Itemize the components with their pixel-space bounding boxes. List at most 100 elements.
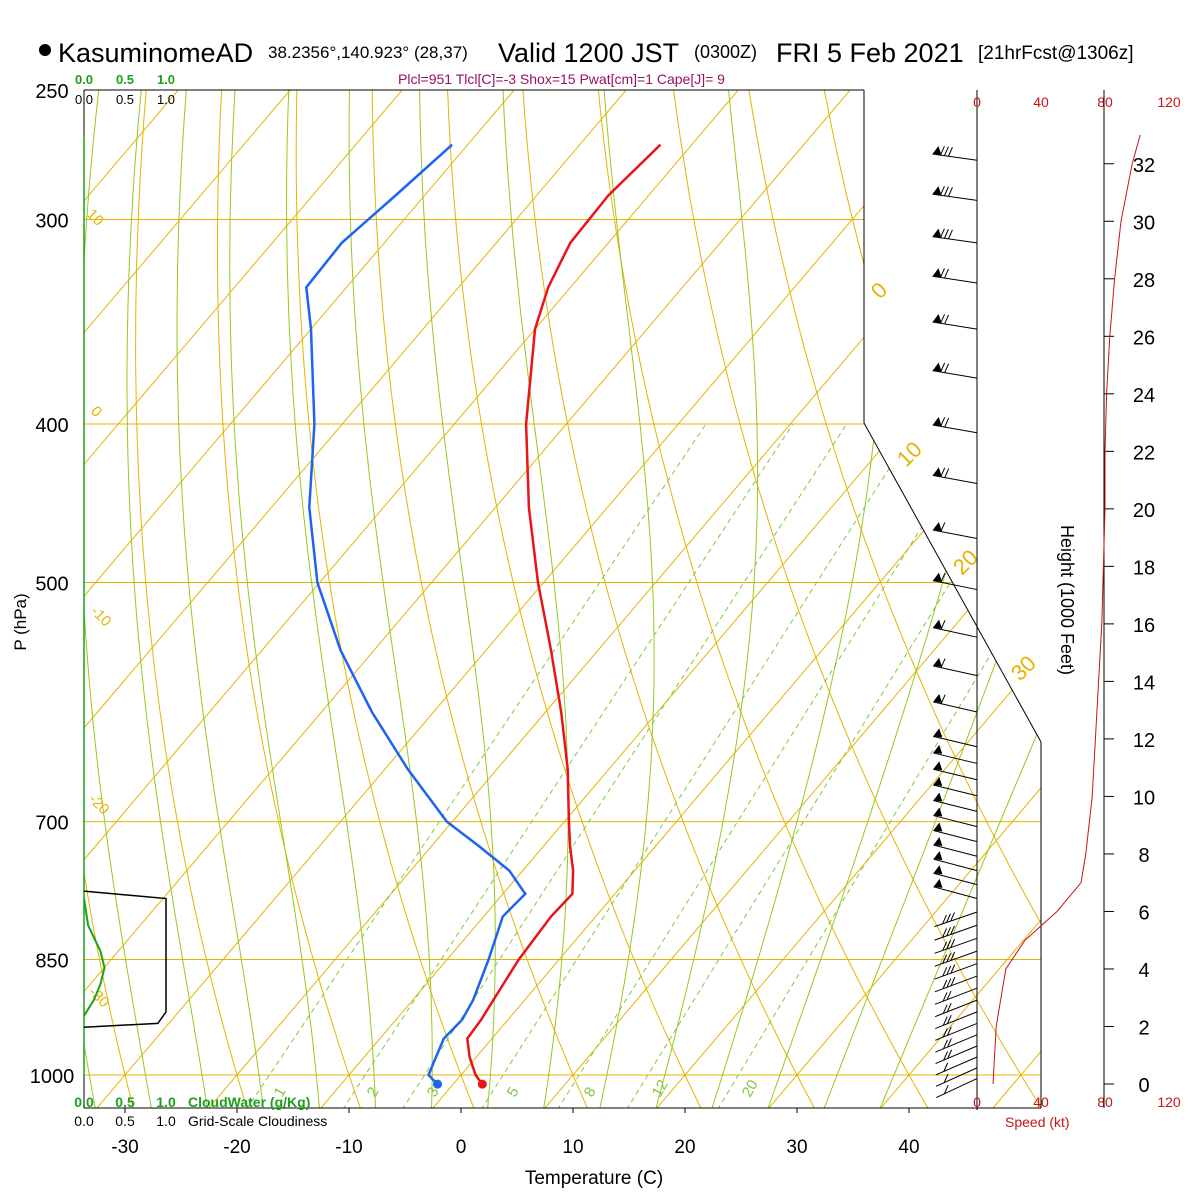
x-tick-label: -30	[111, 1137, 138, 1158]
height-tick-label: 6	[1138, 902, 1149, 924]
dry-adiabat-line	[216, 90, 364, 1108]
wind-barb	[932, 619, 978, 638]
wind-barb-pennant	[933, 878, 943, 888]
wind-barb-feather	[942, 1016, 948, 1026]
isotherm-label: 30	[1006, 651, 1041, 686]
wind-barb-pennant	[933, 657, 943, 667]
dry-adiabat-line	[295, 90, 478, 1108]
wind-barb	[935, 1045, 978, 1065]
wind-barb	[932, 314, 978, 330]
wind-barb-feather	[940, 522, 946, 532]
cloud-water-tick-bottom: 0.0	[74, 1094, 94, 1110]
wind-barb-pennant	[933, 761, 943, 771]
wind-barb-pennant	[933, 693, 943, 703]
wind-barb	[932, 228, 978, 244]
isotherm-line	[84, 90, 877, 1108]
wind-barb-feather	[942, 954, 948, 964]
pressure-tick-label: 500	[35, 574, 68, 596]
isotherm-line	[84, 90, 317, 1108]
pressure-tick-label: 1000	[30, 1066, 75, 1088]
wind-barb-feather	[940, 658, 946, 668]
wind-barb-pennant	[933, 822, 943, 832]
mixing-ratio-label: 20	[739, 1077, 762, 1100]
x-tick-label: 0	[456, 1137, 467, 1158]
wind-barb-feather	[946, 940, 952, 950]
height-tick-label: 10	[1133, 787, 1155, 809]
cloudiness-label: Grid-Scale Cloudiness	[188, 1113, 327, 1129]
mixing-ratio-label: 8	[581, 1084, 600, 1100]
speed-tick-bottom: 80	[1097, 1094, 1113, 1110]
wind-barb	[933, 851, 978, 872]
speed-tick-bottom: 120	[1157, 1094, 1181, 1110]
wind-barb-feather	[943, 186, 949, 196]
height-axis-label: Height (1000 Feet)	[1057, 525, 1077, 675]
wind-barb-feather	[942, 1028, 948, 1038]
wind-barb-staff	[933, 886, 978, 899]
wind-barb-feather	[944, 417, 950, 428]
dry-adiabat-line	[445, 90, 706, 1108]
wind-barb-staff	[932, 321, 978, 330]
dry-adiabat-label: 0	[87, 403, 105, 421]
wind-barb-staff	[934, 937, 978, 954]
wind-barb-pennant	[932, 228, 942, 238]
height-tick-label: 26	[1133, 327, 1155, 349]
wind-barb-feather	[942, 979, 948, 990]
wind-barb-staff	[935, 1045, 978, 1065]
mixing-ratio-line	[342, 423, 794, 1108]
wind-barb-staff	[933, 844, 978, 857]
wind-barb	[934, 911, 978, 928]
wind-barb-staff	[932, 665, 978, 677]
height-tick-label: 18	[1133, 557, 1155, 579]
wind-barb-staff	[935, 1022, 978, 1041]
wind-barb-staff	[934, 999, 978, 1018]
dry-adiabat-line	[666, 90, 1041, 1108]
wind-barb-feather	[940, 362, 946, 373]
wind-barb-feather	[944, 363, 950, 373]
wind-barb-feather	[946, 953, 952, 963]
wind-barb-feather	[943, 146, 949, 156]
wind-barb-feather	[950, 951, 956, 962]
wind-barb-feather	[940, 572, 946, 583]
wind-barb-feather	[947, 187, 953, 197]
wind-barb	[935, 1022, 978, 1041]
pressure-tick-label: 300	[35, 211, 68, 233]
wind-barb-feather	[947, 229, 953, 240]
wind-barb-staff	[933, 830, 978, 843]
x-tick-label: -20	[223, 1137, 250, 1158]
speed-tick-top: 80	[1097, 94, 1113, 110]
height-tick-label: 32	[1133, 155, 1155, 177]
cloud-water-tick-bottom: 1.0	[156, 1094, 176, 1110]
wind-barb-feather	[942, 967, 948, 977]
moist-adiabat-line	[500, 90, 569, 1108]
mixing-ratio-label: 5	[504, 1084, 523, 1100]
wind-barb-pennant	[932, 362, 942, 372]
wind-barb-staff	[935, 1067, 978, 1087]
wind-barb-feather	[940, 268, 945, 278]
wind-barb-staff	[933, 815, 978, 828]
diagram-guide-lines	[84, 31, 1200, 1117]
isotherm-line	[538, 90, 1041, 1108]
moist-adiabat-line	[84, 90, 152, 1108]
wind-barb-staff	[934, 924, 978, 941]
height-tick-label: 12	[1133, 730, 1155, 752]
wind-barb-feather	[946, 965, 952, 976]
x-tick-label: 30	[786, 1137, 807, 1158]
dry-adiabat-line	[135, 90, 250, 1108]
moist-adiabat-line	[126, 90, 208, 1108]
dry-adiabat-label: -10	[87, 603, 114, 630]
wind-barb	[933, 792, 978, 812]
cloud-panel: 0.0 0.0 0.0 0.0 0.5 0.5 0.5 0.5 1.0 1.0 1.0 1.0 Clou…	[74, 72, 327, 1129]
mixing-ratio-label: 12	[649, 1077, 672, 1100]
wind-barb-pennant	[933, 744, 943, 754]
wind-barb-feather	[950, 964, 956, 974]
wind-barb-staff	[932, 370, 978, 379]
wind-barb-feather	[943, 1084, 949, 1095]
wind-barb-feather	[942, 941, 948, 951]
dewpoint-line	[304, 143, 527, 1086]
wind-barb-staff	[932, 424, 978, 434]
isotherm-line	[314, 90, 1041, 1108]
station-location: 38.2356°,140.923° (28,37)	[268, 43, 468, 62]
isotherm-line	[650, 90, 1041, 1108]
dry-adiabat-line	[1182, 31, 1200, 1117]
